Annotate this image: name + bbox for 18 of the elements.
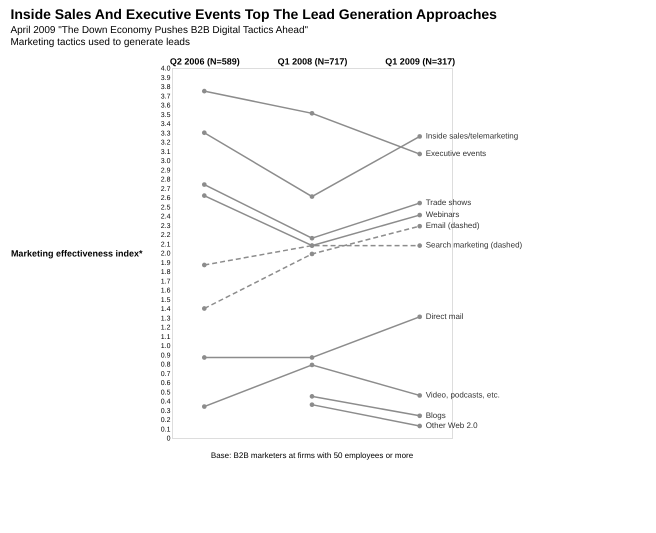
series-label: Webinars (426, 210, 460, 220)
series-label: Search marketing (dashed) (426, 240, 523, 250)
text: April 2009 "The Down Economy Pushes B2B Digital Tactics Ahead" (10, 25, 308, 36)
text: Base: B2B marketers at firms with 50 employees or more (210, 451, 414, 460)
text: Marketing tactics used to generate leads (10, 37, 190, 48)
series-label: Other Web 2.0 (426, 420, 478, 430)
series-label: Inside sales/telemarketing (426, 131, 518, 140)
chart-title: Inside Sales And Executive Events Top The Lead Generation Approaches (10, 6, 498, 22)
series-label: Direct mail (426, 312, 464, 321)
series-label: Trade shows (426, 198, 472, 208)
series-label: Executive events (426, 149, 486, 158)
y-axis-title: Marketing effectiveness index* (10, 248, 143, 258)
x-tick-label: Q1 2009 (N=317) (385, 56, 456, 66)
series-label: Email (dashed) (426, 221, 480, 230)
series-label: Video, podcasts, etc. (426, 390, 500, 400)
x-tick-label: Q2 2006 (N=589) (170, 56, 240, 66)
series-label: Blogs (426, 410, 446, 420)
x-tick-label: Q1 2008 (N=717) (278, 56, 348, 66)
